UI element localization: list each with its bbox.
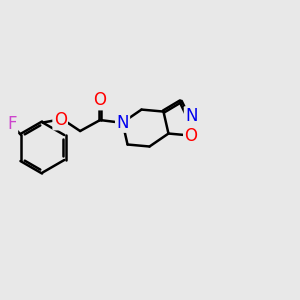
Text: O: O <box>94 91 106 109</box>
Text: N: N <box>185 107 198 125</box>
Text: O: O <box>184 127 197 145</box>
Text: F: F <box>8 115 17 133</box>
Text: O: O <box>54 111 67 129</box>
Text: N: N <box>116 114 129 132</box>
